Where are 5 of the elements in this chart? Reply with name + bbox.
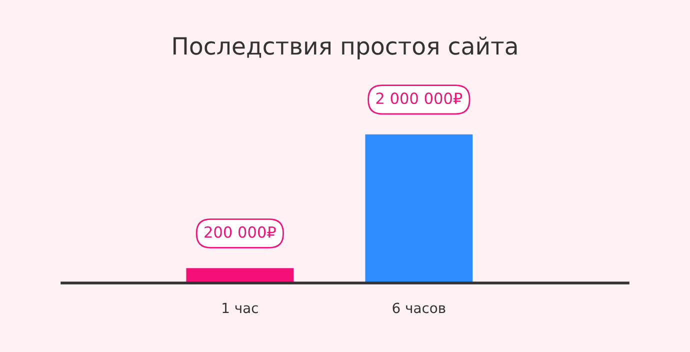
data-label: 2 000 000₽ — [376, 92, 462, 104]
x-tick-label: 1 час — [222, 302, 258, 314]
data-label: 200 000₽ — [204, 226, 276, 238]
x-tick-label: 6 часов — [392, 302, 446, 314]
chart-title: Последствия простоя сайта — [174, 36, 517, 60]
